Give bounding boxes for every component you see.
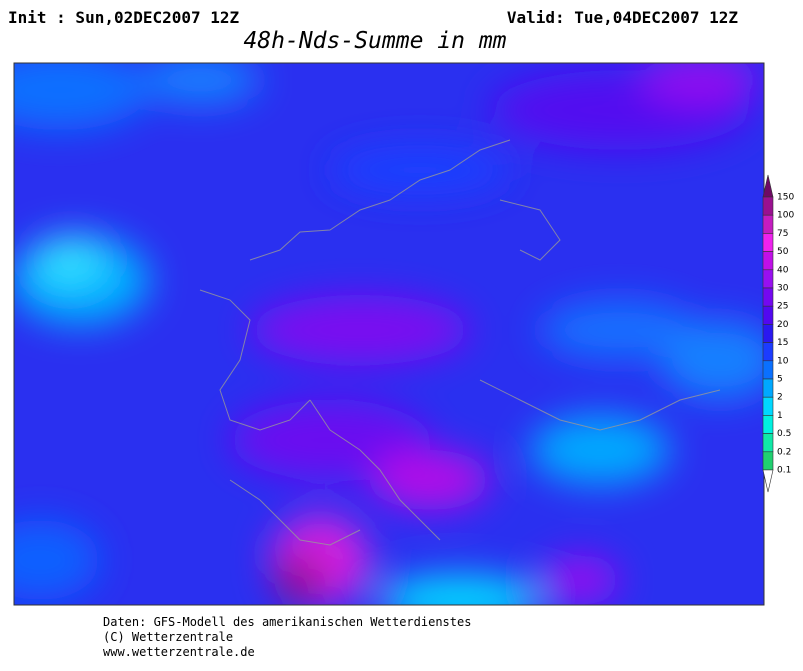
colorbar-band — [762, 251, 774, 271]
colorbar-label: 0.2 — [777, 447, 791, 457]
colorbar-label: 1 — [777, 411, 783, 421]
colorbar-label: 5 — [777, 375, 783, 385]
colorbar-label: 40 — [777, 265, 789, 275]
footer-copyright: (C) Wetterzentrale — [103, 630, 233, 644]
valid-time: Valid: Tue,04DEC2007 12Z — [507, 8, 739, 27]
colorbar-band — [762, 214, 774, 234]
colorbar-label: 50 — [777, 247, 789, 257]
colorbar-band — [762, 233, 774, 252]
colorbar-bottom — [762, 469, 774, 493]
colorbar-band — [762, 433, 774, 453]
colorbar-band — [762, 287, 774, 307]
init-time: Init : Sun,02DEC2007 12Z — [8, 8, 240, 27]
colorbar-band — [762, 305, 774, 325]
colorbar-label: 25 — [777, 302, 788, 312]
colorbar-band — [762, 360, 774, 380]
colorbar-label: 30 — [777, 284, 789, 294]
colorbar-band — [762, 451, 774, 471]
colorbar-label: 0.1 — [777, 466, 791, 476]
map — [14, 63, 764, 605]
colorbar-band — [762, 415, 774, 434]
colorbar-label: 150 — [777, 193, 794, 203]
colorbar-band — [762, 269, 774, 289]
colorbar-label: 100 — [777, 211, 794, 221]
colorbar-label: 75 — [777, 229, 788, 239]
footer-source: Daten: GFS-Modell des amerikanischen Wet… — [103, 615, 471, 629]
colorbar-label: 15 — [777, 338, 788, 348]
colorbar-band — [762, 196, 774, 216]
footer-url: www.wetterzentrale.de — [103, 645, 255, 659]
colorbar-band — [762, 378, 774, 398]
colorbar-label: 20 — [777, 320, 789, 330]
colorbar-label: 10 — [777, 356, 789, 366]
colorbar-label: 2 — [777, 393, 783, 403]
colorbar-band — [762, 324, 774, 343]
map-title: 48h-Nds-Summe in mm — [243, 28, 506, 54]
colorbar-band — [762, 396, 774, 416]
colorbar: 150 100 75 50 40 30 25 20 15 10 5 2 1 0.5 0.2 0.1 — [762, 174, 794, 493]
colorbar-label: 0.5 — [777, 429, 791, 439]
colorbar-band — [762, 342, 774, 362]
